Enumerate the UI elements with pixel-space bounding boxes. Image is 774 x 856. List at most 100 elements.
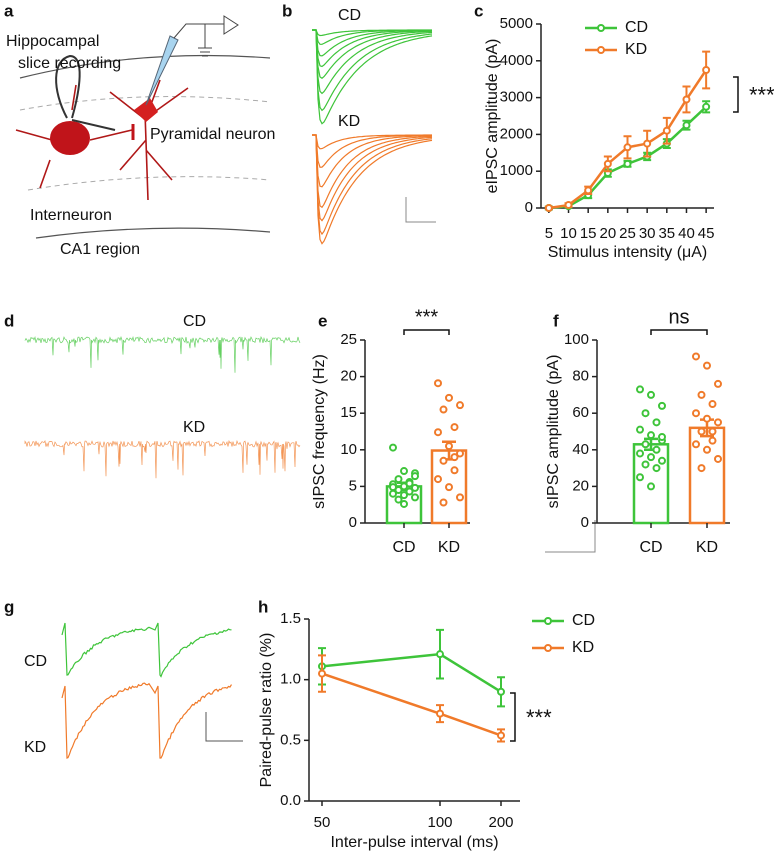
trace: [24, 335, 301, 373]
data-point: [411, 493, 419, 502]
legend-swatch: [544, 644, 552, 652]
data-point: [658, 456, 666, 465]
stim-lead: [71, 119, 116, 131]
x-tick-label: 20: [599, 225, 616, 242]
data-point: [692, 440, 700, 449]
legend-swatch: [544, 617, 552, 625]
trace-labels: CD KD CD KD CD KD: [24, 7, 361, 756]
chart: 0 1000 2000 3000 4000 5000 eIPSC amplitude (pA…: [484, 15, 774, 261]
data-point: [434, 428, 442, 437]
pyramidal-soma: [134, 98, 158, 122]
y-axis-label: eIPSC amplitude (pA): [484, 39, 501, 194]
trace: [312, 29, 433, 125]
y-tick-label: 25: [340, 331, 357, 348]
y-axis-label: sIPSC amplitude (pA): [545, 355, 562, 509]
data-point: [636, 425, 644, 434]
data-point: [439, 456, 448, 465]
x-axis-label: Stimulus intensity (μA): [548, 244, 707, 261]
data-point: [658, 432, 666, 441]
recording-pipette: [145, 35, 179, 106]
y-tick-label: 20: [572, 477, 589, 494]
data-point: [394, 475, 403, 484]
data-point: [400, 491, 408, 500]
trace: [312, 29, 433, 79]
dendrites: [109, 79, 189, 201]
y-tick-label: 60: [572, 404, 589, 421]
point: [702, 66, 711, 74]
diagram-text: Interneuron: [30, 207, 112, 224]
data-point: [439, 498, 448, 507]
panel-label: d: [4, 311, 14, 330]
y-tick-label: 0: [349, 514, 357, 531]
y-tick-label: 1.0: [280, 671, 301, 688]
diagram-text: slice recording: [18, 55, 121, 72]
data-point: [703, 445, 711, 454]
layer-line: [27, 176, 271, 191]
point: [623, 159, 632, 168]
y-tick-label: 5000: [500, 15, 533, 32]
x-tick-label: 50: [314, 814, 331, 831]
x-tick-label: 35: [658, 225, 675, 242]
annotation: ***: [526, 705, 552, 730]
data-point: [405, 479, 414, 488]
data-point: [450, 453, 459, 462]
y-axis-label: Paired-pulse ratio (%): [258, 633, 275, 788]
trace: [312, 134, 433, 222]
trace-label: KD: [338, 113, 360, 130]
legend-label: KD: [572, 639, 594, 656]
point: [682, 121, 691, 130]
y-tick-label: 40: [572, 441, 589, 458]
data-point: [445, 393, 453, 402]
trace: [312, 134, 432, 188]
panel-label: b: [282, 1, 292, 20]
legend-swatch: [597, 46, 605, 54]
trace: [312, 134, 432, 168]
diagram-text: CA1 region: [60, 241, 140, 258]
interneuron-processes: [15, 84, 133, 189]
chart: 0 5 10 15 20 25 sIPSC frequency (Hz) CD KD ***: [311, 306, 470, 556]
interneuron: [50, 121, 90, 155]
legend-swatch: [597, 24, 605, 32]
data-point: [647, 453, 655, 462]
legend-label: CD: [625, 19, 648, 36]
diagram-text: Hippocampal: [6, 33, 99, 50]
trace-label: CD: [24, 653, 47, 670]
bracket: [403, 329, 450, 335]
data-point: [708, 427, 717, 436]
x-axis-label: Inter-pulse interval (ms): [330, 834, 498, 851]
y-tick-label: 80: [572, 368, 589, 385]
x-tick-label: 100: [427, 814, 452, 831]
y-tick-label: 0.5: [280, 731, 301, 748]
x-tick-label: CD: [639, 539, 662, 556]
data-point: [636, 385, 644, 394]
point: [318, 669, 326, 678]
series-line: [321, 652, 502, 693]
data-point: [411, 483, 419, 492]
data-point: [439, 405, 448, 414]
x-tick-label: CD: [392, 539, 415, 556]
data-point: [703, 414, 711, 423]
x-tick-label: 10: [560, 225, 577, 242]
data-point: [389, 483, 397, 492]
y-tick-label: 10: [340, 441, 357, 458]
data-point: [450, 466, 459, 475]
annotation: ***: [415, 306, 439, 328]
point: [497, 731, 505, 740]
bracket: [510, 692, 516, 742]
trace: [312, 29, 433, 95]
data-point: [456, 493, 464, 502]
data-point: [434, 379, 442, 388]
y-tick-label: 5: [349, 477, 357, 494]
panel-label: e: [318, 311, 327, 330]
bracket: [650, 329, 708, 335]
x-tick-label: 45: [698, 225, 715, 242]
data-point: [714, 418, 722, 427]
point: [603, 159, 612, 168]
slice-edge: [35, 227, 271, 239]
data-point: [641, 440, 650, 449]
scale-bar: [545, 520, 596, 553]
y-tick-label: 3000: [500, 89, 533, 106]
data-point: [708, 436, 717, 445]
point: [623, 143, 632, 152]
